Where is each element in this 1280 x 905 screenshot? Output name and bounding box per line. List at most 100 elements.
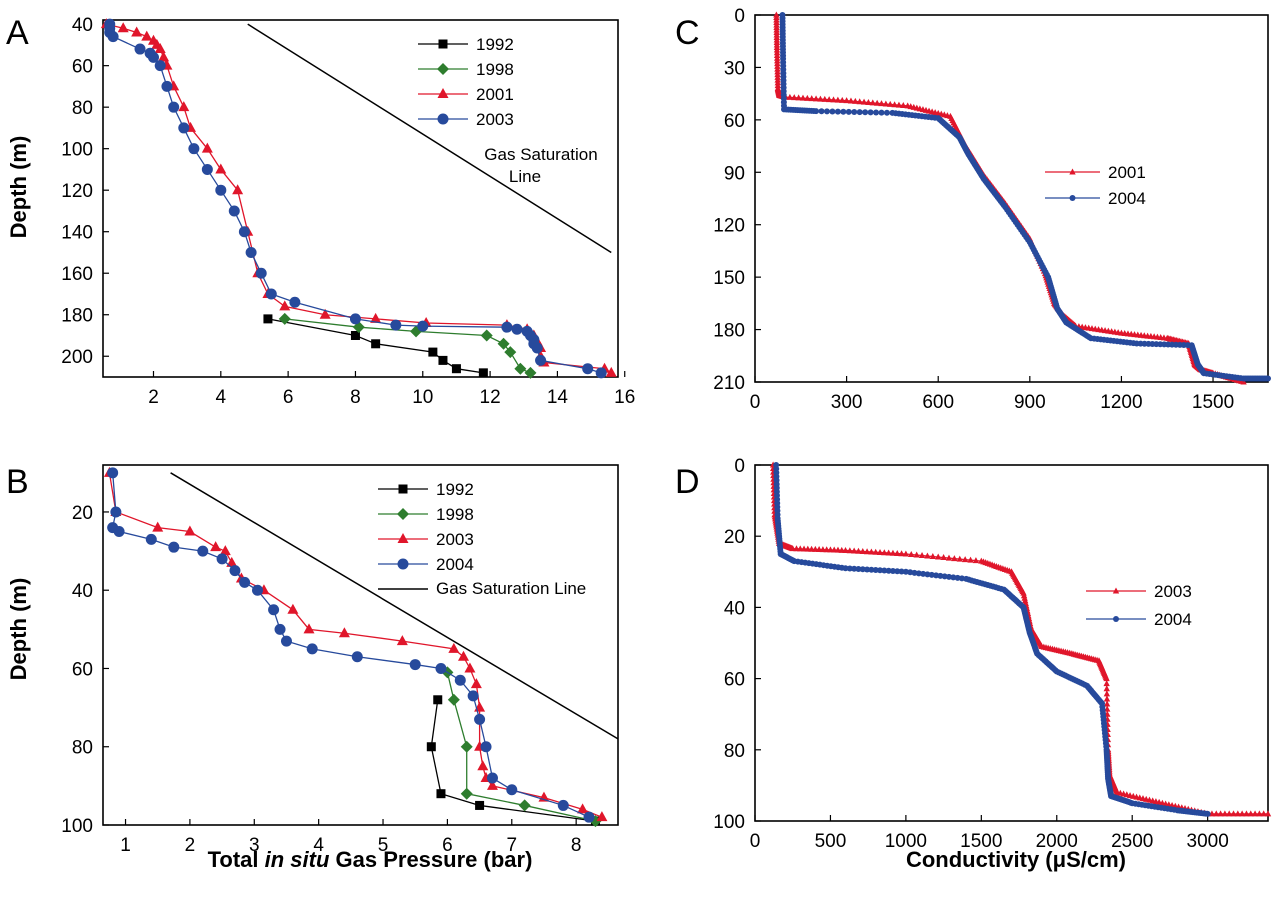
data-point (1264, 810, 1272, 817)
plot-frame (102, 19, 619, 378)
data-point (255, 267, 267, 279)
data-point (862, 109, 869, 116)
data-point (467, 690, 479, 702)
data-point (1234, 810, 1242, 817)
data-point (860, 98, 868, 105)
data-point (825, 96, 833, 103)
data-point (447, 693, 460, 706)
series-line (775, 14, 1244, 383)
legend-label-1992: 1992 (476, 35, 514, 54)
data-point (885, 549, 892, 556)
data-point (867, 109, 874, 116)
y-tick-label: 60 (72, 659, 93, 680)
data-point (511, 323, 523, 335)
data-point (338, 627, 350, 638)
y-tick-label: 120 (713, 216, 745, 237)
x-tick-label: 600 (922, 392, 954, 413)
data-point (596, 811, 608, 822)
legend-label-1992: 1992 (436, 480, 474, 499)
data-point (289, 296, 301, 308)
data-point (908, 551, 915, 558)
data-point (791, 94, 798, 101)
data-point (605, 366, 617, 377)
data-point (834, 96, 842, 103)
data-point (145, 533, 157, 545)
legend: 1992 1998 2003 2004 (378, 480, 474, 590)
data-point (972, 557, 980, 564)
data-point (883, 109, 890, 116)
data-point (839, 96, 846, 103)
y-axis-label-a: Depth (m) (6, 136, 31, 239)
data-point (197, 545, 209, 557)
data-point (1103, 680, 1110, 687)
data-point (898, 550, 905, 557)
data-point (583, 811, 595, 823)
series-2003 (769, 461, 1272, 817)
legend-label-2003: 2003 (476, 110, 514, 129)
data-point (913, 551, 920, 558)
data-point (843, 97, 850, 104)
data-point (829, 108, 836, 115)
x-tick-label: 7 (506, 835, 517, 856)
data-point (113, 526, 125, 538)
data-point (232, 184, 244, 195)
legend-label-2004: 2004 (1108, 189, 1146, 208)
data-point (433, 695, 443, 705)
x-tick-label: 1500 (960, 831, 1002, 852)
legend-marker (437, 88, 449, 98)
data-point (812, 95, 820, 102)
panel-tag-d: D (675, 463, 700, 501)
data-point (885, 567, 892, 574)
data-point (869, 99, 876, 106)
x-axis-label-conductivity: Conductivity (μS/cm) (906, 847, 1126, 872)
series-1998 (441, 666, 602, 828)
y-tick-label: 200 (61, 347, 93, 368)
data-point (813, 108, 820, 115)
data-point (840, 108, 847, 115)
x-tick-label: 3 (249, 835, 260, 856)
data-point (306, 643, 318, 655)
data-point (349, 313, 361, 325)
data-point (1213, 810, 1220, 817)
y-tick-label: 100 (61, 816, 93, 837)
x-tick-label: 0 (750, 831, 761, 852)
x-tick-label: 8 (571, 835, 582, 856)
x-tick-label: 1000 (885, 831, 927, 852)
series-2003 (104, 18, 607, 379)
legend: 2001 2004 (1045, 163, 1146, 208)
data-point (252, 584, 263, 596)
data-point (497, 337, 510, 350)
data-point (428, 347, 438, 357)
data-point (110, 506, 122, 518)
data-point (263, 314, 273, 324)
y-axis-label-b: Depth (m) (6, 578, 31, 681)
data-point (134, 43, 146, 55)
legend-label-2004: 2004 (436, 555, 474, 574)
data-point (859, 566, 866, 573)
data-point (268, 604, 280, 616)
data-point (900, 102, 907, 109)
data-point (117, 22, 129, 33)
y-tick-label: 0 (734, 6, 745, 27)
y-tick-label: 60 (72, 57, 93, 78)
data-point (1226, 810, 1233, 817)
x-tick-label: 1200 (1100, 392, 1142, 413)
data-point (107, 467, 119, 479)
data-point (945, 554, 953, 561)
data-point (351, 651, 363, 663)
y-tick-label: 20 (72, 503, 93, 524)
data-point (902, 550, 910, 557)
y-tick-label: 140 (61, 223, 93, 244)
data-point (477, 760, 489, 771)
legend: 1992 1998 2001 2003 (418, 35, 514, 129)
data-point (1021, 594, 1028, 601)
data-point (873, 109, 880, 116)
data-point (274, 623, 286, 635)
data-point (887, 100, 894, 107)
data-point (799, 94, 807, 101)
y-tick-label: 0 (734, 456, 745, 477)
y-tick-label: 90 (724, 163, 745, 184)
data-point (851, 108, 858, 115)
sat-line-label-b: Gas Saturation Line (436, 579, 586, 598)
data-point (855, 547, 862, 554)
